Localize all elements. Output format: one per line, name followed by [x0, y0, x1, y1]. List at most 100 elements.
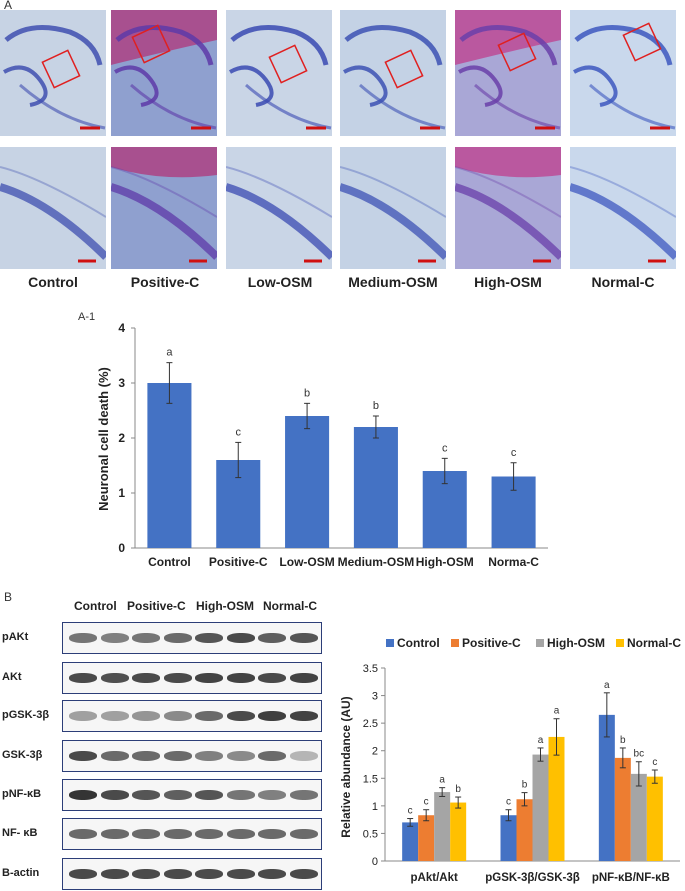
condition-label: Normal-C — [591, 274, 655, 290]
blot-label: GSK-3β — [2, 749, 43, 761]
blot-band — [163, 633, 192, 643]
bar — [598, 714, 615, 861]
significance-letter: b — [522, 780, 528, 791]
neuronal-death-chart: A-1 0 1 2 3 4 a Control c Positive-C b Low-OSM b Me… — [78, 311, 548, 569]
panel-a1-label: A-1 — [78, 311, 95, 323]
bar — [434, 792, 451, 861]
blot-band — [69, 711, 97, 721]
blot-band — [289, 711, 318, 721]
y-axis-label: Neuronal cell death (%) — [96, 367, 111, 511]
blot-strip — [62, 700, 322, 732]
y-tick-label: 3 — [118, 376, 125, 390]
blot-band — [100, 711, 129, 721]
blot-label: pAKt — [2, 631, 29, 643]
bar — [548, 736, 565, 861]
blot-band — [195, 751, 223, 761]
blot-strip — [62, 818, 322, 850]
blot-band — [258, 829, 286, 839]
x-tick-label: Medium-OSM — [338, 555, 415, 569]
micrograph-overview-positive-c — [111, 10, 217, 136]
blot-band — [258, 633, 286, 643]
y-axis-label-b: Relative abundance (AU) — [339, 696, 353, 837]
blot-strip — [62, 779, 322, 811]
region-box — [131, 24, 171, 64]
blot-band — [100, 790, 129, 800]
blot-band — [226, 633, 255, 643]
x-tick-label: pNF-κB/NF-κB — [592, 872, 670, 884]
y-tick-label: 2 — [118, 431, 125, 445]
bar — [285, 416, 330, 548]
micrograph-overview-control — [0, 10, 106, 136]
blot-band — [226, 673, 255, 683]
blot-band — [258, 790, 286, 800]
legend-swatch — [536, 639, 544, 647]
blot-band — [69, 633, 97, 643]
significance-letter: a — [166, 347, 173, 359]
significance-letter: c — [506, 797, 511, 808]
blot-band — [195, 829, 223, 839]
x-tick-label: pAkt/Akt — [411, 872, 458, 884]
blot-band — [195, 673, 223, 683]
blot-band — [100, 869, 129, 879]
panel-a-label: A — [4, 0, 13, 12]
blot-label: NF- κB — [2, 827, 38, 839]
significance-letter: a — [604, 680, 610, 691]
significance-letter: c — [442, 442, 448, 454]
lane-group-label: High-OSM — [196, 599, 254, 613]
bar — [516, 799, 533, 861]
blot-band — [226, 869, 255, 879]
condition-label: Positive-C — [130, 274, 200, 290]
significance-letter: a — [538, 735, 544, 746]
blot-band — [163, 829, 192, 839]
blot-band — [132, 673, 160, 683]
blot-label: AKt — [2, 671, 22, 683]
blot-label: pNF-κB — [2, 788, 42, 800]
blot-band — [163, 673, 192, 683]
significance-letter: b — [373, 400, 379, 412]
condition-label: Medium-OSM — [348, 274, 438, 290]
significance-letter: b — [304, 387, 310, 399]
significance-letter: a — [554, 706, 560, 717]
blot-band — [258, 673, 286, 683]
blot-band — [195, 790, 223, 800]
y-tick-label: 0.5 — [363, 828, 378, 840]
y-tick-label: 2.5 — [363, 718, 378, 730]
legend-swatch — [451, 639, 459, 647]
y-tick-label: 2 — [372, 746, 378, 758]
blot-band — [195, 711, 223, 721]
blot-band — [69, 673, 97, 683]
blot-band — [163, 751, 192, 761]
blot-band — [132, 790, 160, 800]
blot-band — [195, 869, 223, 879]
x-tick-label: Norma-C — [488, 555, 539, 569]
y-tick-label: 0 — [118, 541, 125, 555]
y-tick-label: 3.5 — [363, 663, 378, 675]
blot-band — [289, 869, 318, 879]
lane-group-label: Normal-C — [263, 599, 318, 613]
condition-label: Control — [28, 274, 78, 290]
blot-band — [69, 829, 97, 839]
bar — [646, 776, 663, 861]
x-tick-label: Low-OSM — [279, 555, 334, 569]
significance-letter: c — [408, 806, 413, 817]
blot-band — [132, 869, 160, 879]
micrograph-detail-control — [0, 147, 106, 269]
significance-letter: bc — [634, 749, 645, 760]
region-box — [497, 32, 537, 72]
micrograph-detail-low-osm — [226, 147, 332, 269]
bar — [614, 757, 631, 861]
condition-label: High-OSM — [474, 274, 542, 290]
x-tick-label: Positive-C — [209, 555, 268, 569]
blot-band — [226, 829, 255, 839]
panel-b-label: B — [4, 590, 13, 604]
blot-band — [226, 751, 255, 761]
significance-letter: c — [424, 797, 429, 808]
region-box — [41, 49, 81, 89]
micrograph-overview-low-osm — [226, 10, 332, 136]
legend-swatch — [616, 639, 624, 647]
blot-band — [226, 790, 255, 800]
blot-band — [69, 790, 97, 800]
blot-band — [100, 829, 129, 839]
blot-band — [289, 829, 318, 839]
relative-abundance-chart: Control Positive-C High-OSM Normal-C 0 0.5 1 1… — [339, 636, 681, 884]
